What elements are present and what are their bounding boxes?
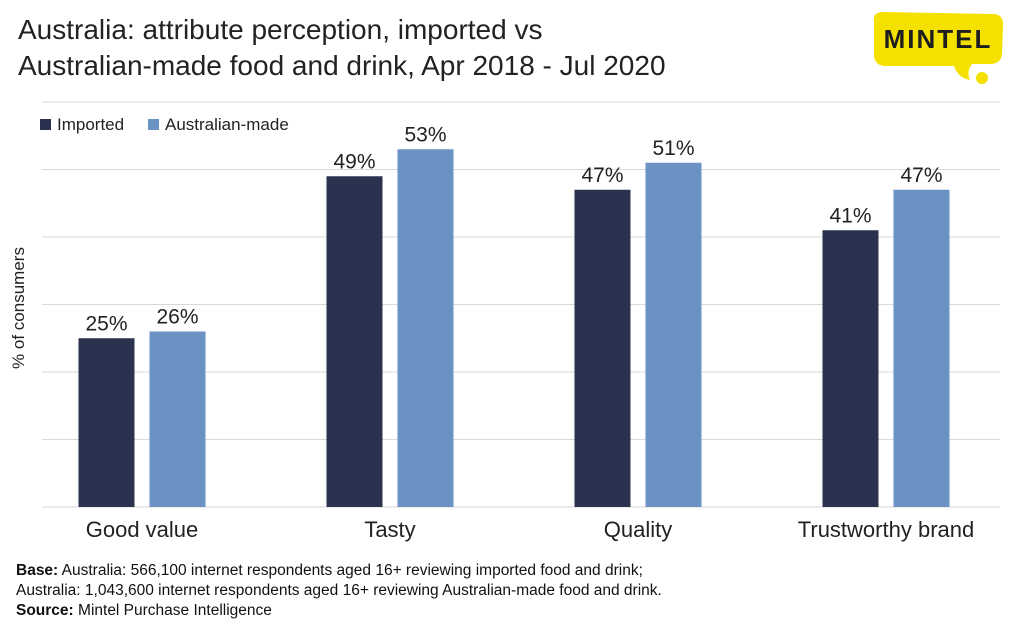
logo-blob <box>873 12 1004 80</box>
base-note-line-2: Australia: 1,043,600 internet respondent… <box>16 582 662 599</box>
logo-text: MINTEL <box>884 24 993 54</box>
legend-swatch <box>40 119 51 130</box>
bar <box>822 230 879 507</box>
chart-title: Australia: attribute perception, importe… <box>18 12 838 84</box>
mintel-logo: MINTEL <box>873 12 1004 84</box>
bar <box>893 189 950 507</box>
bar <box>645 162 702 507</box>
bar <box>78 338 135 507</box>
legend-label: Imported <box>57 115 124 134</box>
title-line-2: Australian-made food and drink, Apr 2018… <box>18 50 666 81</box>
footer: Base: Australia: 566,100 internet respon… <box>16 561 1006 621</box>
source-text: Mintel Purchase Intelligence <box>78 602 272 619</box>
data-label: 51% <box>652 137 694 160</box>
data-label: 25% <box>85 312 127 335</box>
data-label: 26% <box>156 306 198 329</box>
category-label: Trustworthy brand <box>798 517 974 542</box>
legend-swatch <box>148 119 159 130</box>
data-label: 41% <box>829 204 871 227</box>
base-text-1: Australia: 566,100 internet respondents … <box>61 562 643 579</box>
category-label: Good value <box>86 517 199 542</box>
bar-chart: Imported Australian-made 25% 26% 49% 53% 47% 5… <box>9 101 1000 542</box>
source-label: Source: <box>16 602 74 619</box>
data-labels: 25% 26% 49% 53% 47% 51% 41% 47% <box>85 123 942 335</box>
base-note-line-1: Base: Australia: 566,100 internet respon… <box>16 561 1006 581</box>
category-labels: Good value Tasty Quality Trustworthy brand <box>86 517 975 542</box>
legend: Imported Australian-made <box>40 115 289 134</box>
data-label: 47% <box>581 164 623 187</box>
y-axis-label: % of consumers <box>9 247 28 369</box>
bars <box>78 149 950 507</box>
legend-label: Australian-made <box>165 115 289 134</box>
data-label: 49% <box>333 150 375 173</box>
bar <box>326 176 383 507</box>
title-line-1: Australia: attribute perception, importe… <box>18 14 543 45</box>
base-label: Base: <box>16 562 59 579</box>
bar <box>574 189 631 507</box>
bar <box>397 149 454 507</box>
category-label: Quality <box>604 517 672 542</box>
bar <box>149 331 206 507</box>
source-note: Source: Mintel Purchase Intelligence <box>16 601 1006 621</box>
data-label: 53% <box>404 123 446 146</box>
data-label: 47% <box>900 164 942 187</box>
logo-dot <box>976 72 988 84</box>
category-label: Tasty <box>364 517 415 542</box>
